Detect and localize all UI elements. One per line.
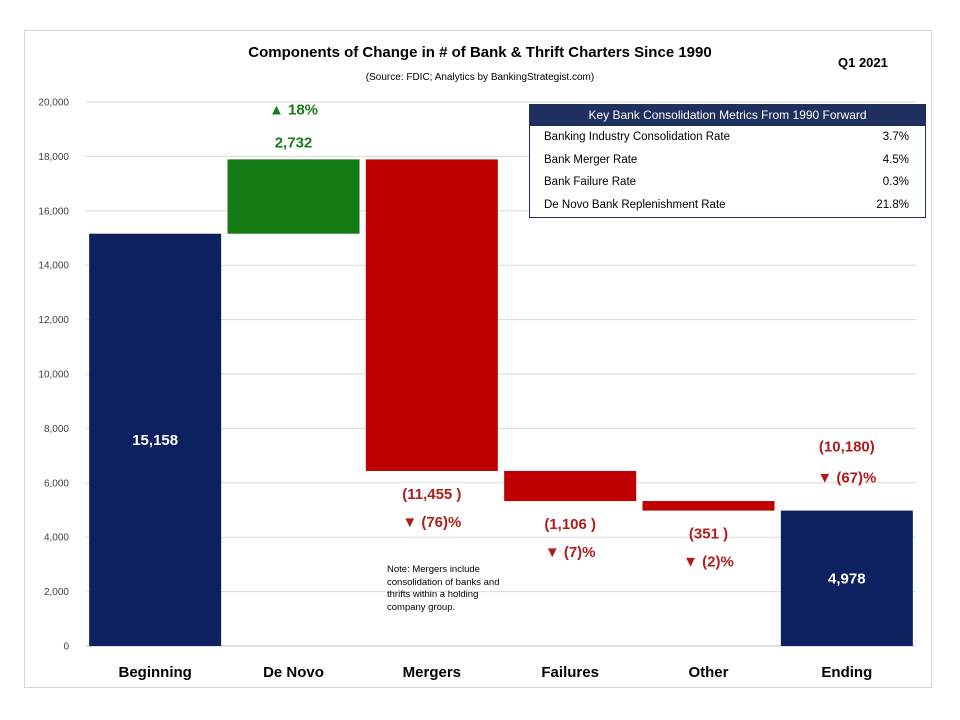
pct-label: ▼ (76)% [402,514,461,531]
bar-ending [780,510,913,646]
metric-label: De Novo Bank Replenishment Rate [544,199,726,212]
pct-label: ▼ (7)% [545,544,596,561]
data-label: (1,106 ) [544,516,596,533]
chart-source: (Source: FDIC; Analytics by BankingStrat… [365,72,595,83]
x-tick-label: Ending [821,664,872,681]
bars [89,159,913,646]
x-tick-label: Failures [541,664,599,681]
y-tick-label: 12,000 [38,315,69,326]
data-label: (351 ) [689,526,728,543]
pct-label: ▲ 18% [269,101,318,118]
data-label: 15,158 [132,432,178,449]
y-tick-label: 0 [63,642,69,653]
y-tick-label: 2,000 [44,587,69,598]
data-label: 4,978 [828,570,866,587]
data-label: (11,455 ) [402,486,461,503]
data-label: 2,732 [275,134,313,151]
grid-lines [86,101,916,647]
metric-value: 21.8% [876,199,909,212]
ending-change-label: (10,180) [819,439,875,456]
bar-failures [504,470,637,502]
x-tick-label: Beginning [119,664,192,681]
metrics-row: De Novo Bank Replenishment Rate 21.8% [530,194,925,217]
chart-period: Q1 2021 [838,55,888,70]
y-tick-label: 6,000 [44,478,69,489]
bar-other [642,501,775,511]
x-axis: Beginning De Novo Mergers Failures Other Endi… [119,664,873,681]
y-tick-label: 14,000 [38,261,69,272]
bar-de-novo [227,159,360,234]
ending-change-pct: ▼ (67)% [817,470,876,487]
metric-value: 0.3% [882,176,909,189]
y-tick-label: 20,000 [38,98,69,109]
y-tick-label: 4,000 [44,533,69,544]
y-tick-label: 16,000 [38,206,69,217]
metric-value: 3.7% [882,131,909,143]
y-tick-label: 8,000 [44,424,69,435]
metric-label: Bank Failure Rate [544,176,637,189]
chart-title: Components of Change in # of Bank & Thri… [248,44,712,61]
x-tick-label: De Novo [263,664,324,681]
metrics-table-header: Key Bank Consolidation Metrics From 1990… [530,105,925,126]
mergers-note: Note: Mergers include consolidation of b… [387,564,500,613]
metrics-row: Bank Failure Rate 0.3% [530,171,925,194]
pct-label: ▼ (2)% [683,554,734,571]
x-tick-label: Other [688,664,728,681]
metrics-table: Key Bank Consolidation Metrics From 1990… [529,104,926,218]
data-labels: 15,158 2,732 ▲ 18% (11,455 ) ▼ (76)% (1,106 )… [132,101,876,587]
y-tick-label: 18,000 [38,152,69,163]
y-tick-label: 10,000 [38,370,69,381]
metrics-row: Banking Industry Consolidation Rate 3.7% [530,126,925,149]
metric-value: 4.5% [882,153,909,166]
bar-beginning [89,233,222,646]
metric-label: Bank Merger Rate [544,153,638,166]
y-axis: 0 2,000 4,000 6,000 8,000 10,000 12,000 14,000 1… [38,98,69,653]
metrics-row: Bank Merger Rate 4.5% [530,149,925,172]
x-tick-label: Mergers [403,664,461,681]
metric-label: Banking Industry Consolidation Rate [544,131,731,143]
bar-mergers [365,159,498,471]
